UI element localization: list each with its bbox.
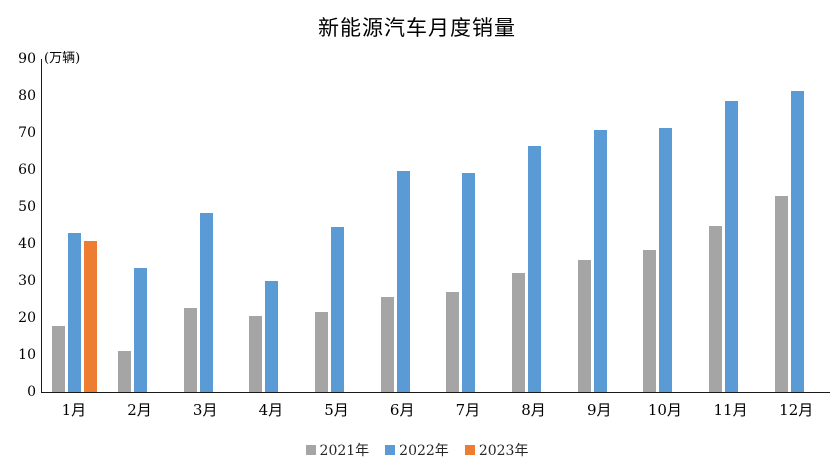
bar-2021年-9月 (577, 259, 591, 392)
y-axis-unit-label: (万辆) (44, 51, 81, 66)
bar-2021年-1月 (52, 325, 66, 392)
legend-item-2021年: 2021年 (305, 440, 370, 460)
bar-group-1月 (42, 59, 108, 392)
bar-2021年-11月 (709, 225, 723, 392)
bar-2021年-7月 (446, 291, 460, 392)
y-axis-tick-label: 90 (18, 51, 36, 67)
x-axis-tick-label: 2月 (127, 401, 152, 419)
bar-2022年-4月 (265, 281, 279, 392)
bar-groups (42, 59, 830, 392)
legend-label: 2021年 (319, 443, 370, 459)
bar-2022年-6月 (396, 171, 410, 392)
x-axis-tick-label: 8月 (521, 401, 546, 419)
x-axis-tick-label: 1月 (61, 401, 87, 419)
bar-2021年-3月 (183, 308, 197, 392)
bar-group-8月 (502, 59, 568, 392)
bar-group-4月 (239, 59, 305, 392)
bar-2023年-1月 (84, 241, 98, 392)
bar-2022年-11月 (725, 101, 739, 392)
bar-group-10月 (633, 59, 699, 392)
bar-2022年-7月 (462, 172, 476, 392)
legend-swatch-icon (305, 445, 316, 455)
bar-2021年-8月 (512, 273, 526, 392)
bar-2021年-10月 (643, 250, 657, 392)
bar-group-12月 (764, 59, 830, 392)
x-axis-tick-label: 6月 (389, 401, 415, 419)
legend-label: 2023年 (478, 443, 529, 459)
x-axis-tick-label: 10月 (647, 401, 682, 419)
legend-item-2023年: 2023年 (464, 440, 529, 460)
legend-item-2022年: 2022年 (385, 440, 449, 460)
x-axis-tick-label: 4月 (258, 401, 284, 419)
x-axis-tick-label: 5月 (324, 401, 349, 419)
bar-2022年-5月 (331, 226, 345, 392)
bar-group-7月 (436, 59, 502, 392)
y-axis-tick-label: 50 (18, 199, 36, 215)
legend: 2021年 2022年 2023年 (0, 440, 834, 460)
bar-2022年-10月 (659, 127, 673, 392)
chart-title: 新能源汽车月度销量 (318, 16, 516, 40)
y-axis-tick-label: 0 (27, 384, 36, 400)
legend-label: 2022年 (399, 443, 449, 459)
legend-swatch-icon (464, 445, 475, 455)
bar-2022年-2月 (134, 268, 147, 392)
bar-2021年-2月 (118, 351, 131, 392)
x-axis-tick-label: 3月 (192, 401, 218, 419)
x-axis-tick-label: 7月 (455, 401, 481, 419)
y-axis-tick-label: 30 (18, 273, 36, 289)
y-axis-tick-label: 60 (18, 162, 36, 178)
x-axis-tick-label: 12月 (779, 401, 814, 419)
bar-group-11月 (699, 59, 765, 392)
bar-2022年-9月 (593, 130, 607, 392)
bar-2021年-12月 (774, 195, 788, 392)
x-axis-tick-label: 9月 (586, 401, 612, 419)
plot-area (41, 59, 830, 393)
y-axis-tick-label: 80 (18, 88, 36, 104)
legend-swatch-icon (385, 445, 396, 455)
bar-group-5月 (305, 59, 371, 392)
bar-2022年-12月 (790, 90, 804, 392)
bar-2021年-4月 (249, 315, 263, 392)
bar-group-2月 (108, 59, 174, 392)
bar-2021年-5月 (315, 311, 329, 392)
y-axis-tick-label: 40 (18, 236, 36, 252)
y-axis-tick-label: 10 (18, 347, 36, 363)
y-axis-tick-label: 20 (18, 310, 36, 326)
x-axis-labels: 1月 2月 3月 4月 5月 6月 7月 8月 9月 10月 11月 12月 (41, 399, 829, 420)
bar-2022年-3月 (199, 212, 213, 392)
bar-2021年-6月 (380, 297, 394, 392)
y-axis-tick-label: 70 (18, 125, 36, 141)
bar-2022年-8月 (528, 145, 542, 392)
bar-group-3月 (173, 59, 239, 392)
x-axis-tick-label: 11月 (713, 401, 748, 419)
bar-group-6月 (370, 59, 436, 392)
bar-2022年-1月 (68, 232, 82, 392)
bar-group-9月 (567, 59, 633, 392)
